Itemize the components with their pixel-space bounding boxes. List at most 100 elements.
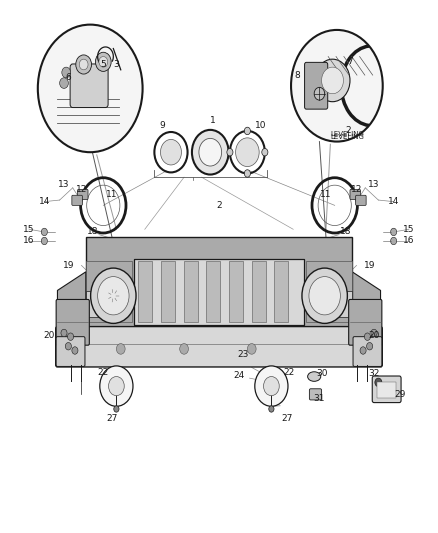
Circle shape bbox=[117, 344, 125, 354]
Text: 12: 12 bbox=[76, 185, 87, 194]
Circle shape bbox=[364, 333, 371, 341]
Circle shape bbox=[262, 149, 268, 156]
Text: 11: 11 bbox=[106, 190, 118, 199]
Circle shape bbox=[180, 344, 188, 354]
FancyBboxPatch shape bbox=[56, 337, 85, 367]
Text: LEVELING: LEVELING bbox=[331, 134, 365, 140]
Circle shape bbox=[192, 130, 229, 174]
Circle shape bbox=[114, 406, 119, 412]
Circle shape bbox=[60, 78, 68, 88]
Text: 12: 12 bbox=[351, 185, 362, 194]
FancyBboxPatch shape bbox=[72, 195, 82, 205]
Text: 5: 5 bbox=[100, 60, 106, 69]
Circle shape bbox=[375, 378, 382, 386]
Text: 2: 2 bbox=[216, 201, 222, 210]
Bar bbox=[336, 292, 352, 317]
Text: LEVELING: LEVELING bbox=[331, 131, 365, 137]
Text: 27: 27 bbox=[281, 414, 292, 423]
Text: 7: 7 bbox=[347, 58, 353, 66]
Circle shape bbox=[72, 347, 78, 354]
Bar bbox=[306, 261, 352, 322]
Circle shape bbox=[227, 149, 233, 156]
FancyBboxPatch shape bbox=[356, 195, 366, 205]
Circle shape bbox=[264, 376, 279, 395]
Text: 13: 13 bbox=[58, 180, 70, 189]
Text: 19: 19 bbox=[63, 261, 74, 270]
Text: 19: 19 bbox=[364, 261, 375, 270]
Circle shape bbox=[109, 376, 124, 395]
Text: 22: 22 bbox=[283, 368, 294, 377]
Circle shape bbox=[65, 343, 71, 350]
Text: 16: 16 bbox=[403, 237, 415, 246]
Bar bbox=[161, 261, 175, 322]
Circle shape bbox=[160, 140, 181, 165]
FancyBboxPatch shape bbox=[86, 237, 352, 328]
Text: 1: 1 bbox=[209, 116, 215, 125]
Circle shape bbox=[41, 237, 47, 245]
Circle shape bbox=[236, 138, 259, 166]
Circle shape bbox=[291, 30, 383, 142]
Text: 27: 27 bbox=[106, 414, 118, 423]
Polygon shape bbox=[57, 272, 86, 328]
Bar bbox=[229, 261, 243, 322]
FancyBboxPatch shape bbox=[56, 300, 89, 345]
Text: 18: 18 bbox=[340, 228, 351, 237]
Text: 23: 23 bbox=[237, 350, 249, 359]
FancyBboxPatch shape bbox=[304, 62, 328, 109]
Ellipse shape bbox=[307, 372, 321, 381]
Text: 24: 24 bbox=[233, 371, 244, 380]
Circle shape bbox=[314, 87, 325, 100]
Bar bbox=[134, 259, 304, 325]
Circle shape bbox=[38, 25, 143, 152]
Circle shape bbox=[41, 228, 47, 236]
Text: 2: 2 bbox=[345, 126, 350, 135]
FancyBboxPatch shape bbox=[350, 189, 360, 199]
Circle shape bbox=[391, 228, 397, 236]
Bar bbox=[184, 261, 198, 322]
Circle shape bbox=[79, 59, 88, 70]
Circle shape bbox=[391, 237, 397, 245]
Text: 8: 8 bbox=[295, 70, 300, 79]
Circle shape bbox=[98, 277, 129, 315]
Text: 20: 20 bbox=[368, 331, 380, 340]
Circle shape bbox=[62, 67, 71, 78]
Text: 14: 14 bbox=[388, 197, 399, 206]
Circle shape bbox=[99, 56, 108, 67]
FancyBboxPatch shape bbox=[78, 189, 88, 199]
Polygon shape bbox=[352, 272, 381, 328]
Circle shape bbox=[67, 333, 74, 341]
FancyBboxPatch shape bbox=[353, 337, 382, 367]
FancyBboxPatch shape bbox=[70, 64, 108, 108]
Circle shape bbox=[255, 366, 288, 406]
Circle shape bbox=[91, 268, 136, 324]
Bar bbox=[275, 261, 288, 322]
FancyBboxPatch shape bbox=[349, 300, 382, 345]
Circle shape bbox=[371, 329, 377, 337]
Bar bbox=[134, 259, 304, 325]
Text: 11: 11 bbox=[320, 190, 332, 199]
Bar bbox=[86, 292, 102, 317]
Text: 15: 15 bbox=[23, 225, 35, 234]
Circle shape bbox=[367, 343, 373, 350]
Text: 6: 6 bbox=[66, 73, 71, 82]
Circle shape bbox=[244, 169, 251, 177]
Text: 18: 18 bbox=[87, 228, 98, 237]
Circle shape bbox=[321, 67, 343, 94]
Circle shape bbox=[269, 406, 274, 412]
FancyBboxPatch shape bbox=[56, 327, 382, 367]
FancyBboxPatch shape bbox=[372, 376, 401, 402]
Text: 30: 30 bbox=[316, 369, 327, 378]
Circle shape bbox=[244, 127, 251, 135]
Text: 22: 22 bbox=[98, 368, 109, 377]
Circle shape bbox=[315, 59, 350, 102]
Circle shape bbox=[360, 347, 366, 354]
Text: 20: 20 bbox=[43, 331, 54, 340]
Circle shape bbox=[199, 139, 222, 166]
Circle shape bbox=[76, 55, 92, 74]
Text: 9: 9 bbox=[159, 121, 165, 130]
Circle shape bbox=[247, 344, 256, 354]
Text: 10: 10 bbox=[255, 121, 266, 130]
Bar bbox=[377, 382, 396, 398]
Text: 3: 3 bbox=[113, 60, 119, 69]
FancyBboxPatch shape bbox=[309, 389, 321, 400]
